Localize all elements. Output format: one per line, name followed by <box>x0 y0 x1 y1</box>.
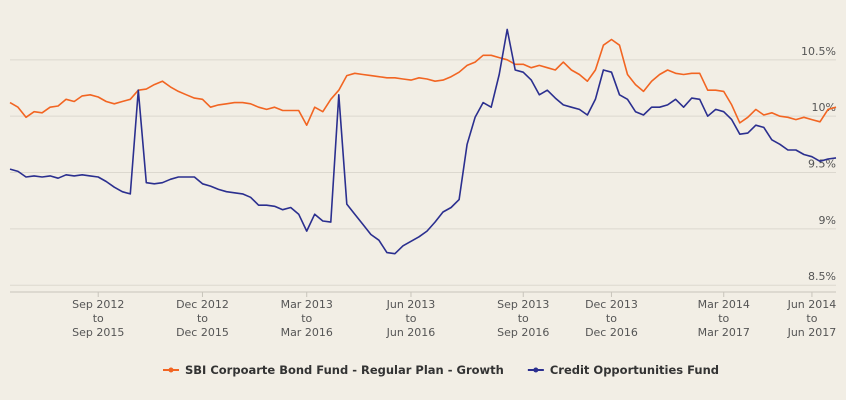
x-tick-label-line: Dec 2013 <box>585 298 638 311</box>
x-tick-label: Jun 2013 to Jun 2016 <box>386 298 436 339</box>
x-tick-label-line: Mar 2017 <box>698 326 750 339</box>
legend: SBI Corpoarte Bond Fund - Regular Plan -… <box>163 363 719 377</box>
x-tick-label-line: Jun 2017 <box>787 326 837 339</box>
x-tick-label-line: Sep 2016 <box>497 326 549 339</box>
legend-label: Credit Opportunities Fund <box>550 363 719 377</box>
legend-marker <box>533 367 539 373</box>
x-tick-label-line: to <box>718 312 729 325</box>
x-tick-label-line: Sep 2013 <box>497 298 549 311</box>
x-tick-label-line: to <box>806 312 817 325</box>
x-tick-label-line: Sep 2012 <box>72 298 124 311</box>
x-tick-label: Sep 2013 to Sep 2016 <box>497 298 549 339</box>
x-tick-label-line: Sep 2015 <box>72 326 124 339</box>
x-tick-label-line: Jun 2016 <box>386 326 436 339</box>
x-tick-label: Jun 2014 to Jun 2017 <box>787 298 837 339</box>
series-line <box>9 28 837 255</box>
x-tick-label-line: to <box>93 312 104 325</box>
y-tick-label: 9.5% <box>808 158 836 171</box>
x-tick-label-line: Dec 2012 <box>176 298 229 311</box>
legend-marker <box>168 367 174 373</box>
x-tick-label: Mar 2013 to Mar 2016 <box>281 298 333 339</box>
x-tick-label: Mar 2014 to Mar 2017 <box>698 298 750 339</box>
x-tick-label: Sep 2012 to Sep 2015 <box>72 298 124 339</box>
legend-label: SBI Corpoarte Bond Fund - Regular Plan -… <box>185 363 504 377</box>
x-tick-label: Dec 2012 to Dec 2015 <box>176 298 229 339</box>
x-tick-label-line: Jun 2013 <box>386 298 436 311</box>
x-tick-label: Dec 2013 to Dec 2016 <box>585 298 638 339</box>
x-tick-label-line: to <box>301 312 312 325</box>
x-tick-label-line: Jun 2014 <box>787 298 837 311</box>
x-tick-label-line: to <box>197 312 208 325</box>
y-tick-label: 9% <box>819 214 836 227</box>
x-tick-label-line: to <box>405 312 416 325</box>
y-tick-label: 10% <box>812 101 836 114</box>
x-tick-label-line: Dec 2015 <box>176 326 229 339</box>
series-line <box>9 38 837 126</box>
x-tick-label-line: to <box>606 312 617 325</box>
y-tick-label: 10.5% <box>801 45 836 58</box>
x-tick-label-line: Dec 2016 <box>585 326 638 339</box>
x-tick-label-line: Mar 2014 <box>698 298 750 311</box>
x-tick-label-line: Mar 2013 <box>281 298 333 311</box>
x-tick-label-line: to <box>518 312 529 325</box>
x-tick-label-line: Mar 2016 <box>281 326 333 339</box>
y-tick-label: 8.5% <box>808 270 836 283</box>
